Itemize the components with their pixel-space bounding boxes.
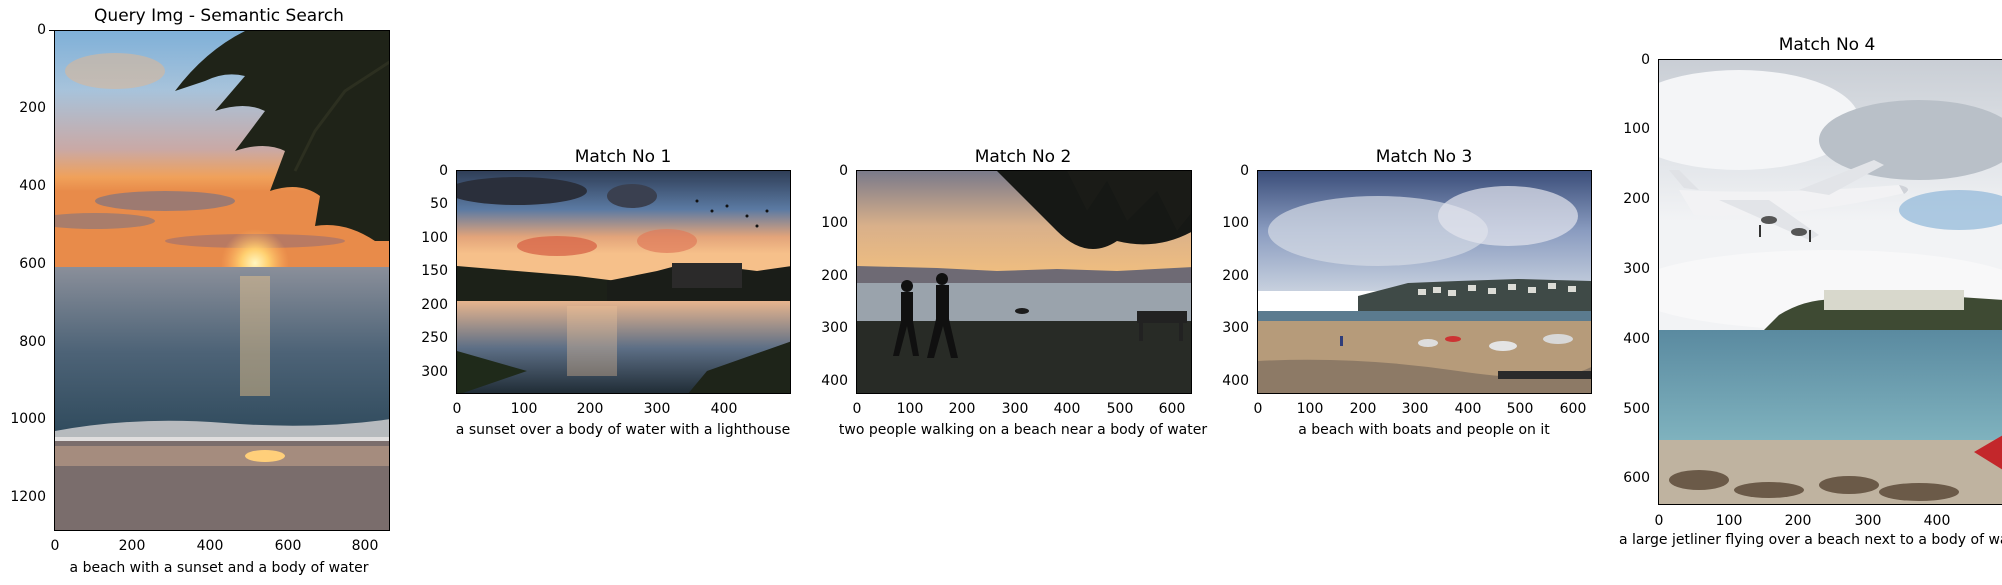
ytick-label: 400 xyxy=(1222,373,1249,389)
xtick-label: 0 xyxy=(452,401,462,417)
xtick-label: 100 xyxy=(1296,401,1324,417)
xtick-label: 200 xyxy=(948,401,976,417)
ytick-label: 200 xyxy=(821,268,848,284)
ytick-label: 400 xyxy=(1623,331,1650,347)
ytick-label: 200 xyxy=(421,297,448,313)
ytick-label: 600 xyxy=(1623,470,1650,486)
ytick-label: 1200 xyxy=(10,489,46,505)
ytick-label: 300 xyxy=(1222,320,1249,336)
panel-title: Match No 3 xyxy=(1375,147,1473,167)
ytick-label: 0 xyxy=(1641,52,1650,68)
xtick-label: 600 xyxy=(274,538,302,554)
ytick-label: 0 xyxy=(37,22,46,38)
panel-title: Query Img - Semantic Search xyxy=(94,6,344,26)
xtick-label: 500 xyxy=(1506,401,1534,417)
ytick-label: 250 xyxy=(421,330,448,346)
ytick-label: 600 xyxy=(19,256,46,272)
ytick-label: 100 xyxy=(421,230,448,246)
xtick-label: 400 xyxy=(1923,513,1951,529)
ytick-label: 0 xyxy=(439,163,448,179)
xtick-label: 600 xyxy=(1158,401,1186,417)
match-1-image xyxy=(456,170,791,394)
xtick-label: 300 xyxy=(1401,401,1429,417)
match-3-image xyxy=(1257,170,1592,394)
xtick-label: 400 xyxy=(1454,401,1482,417)
image-caption: a beach with a sunset and a body of wate… xyxy=(69,560,369,576)
xtick-label: 500 xyxy=(1106,401,1134,417)
ytick-label: 100 xyxy=(821,215,848,231)
xtick-label: 200 xyxy=(1784,513,1812,529)
xtick-label: 300 xyxy=(643,401,671,417)
xtick-label: 200 xyxy=(576,401,604,417)
ytick-label: 100 xyxy=(1623,121,1650,137)
ytick-label: 0 xyxy=(1240,163,1249,179)
image-caption: a beach with boats and people on it xyxy=(1298,422,1550,438)
ytick-label: 150 xyxy=(421,263,448,279)
xtick-label: 400 xyxy=(710,401,738,417)
ytick-label: 300 xyxy=(821,320,848,336)
ytick-label: 0 xyxy=(839,163,848,179)
ytick-label: 300 xyxy=(1623,261,1650,277)
xtick-label: 200 xyxy=(118,538,146,554)
match-4-image xyxy=(1658,59,2002,505)
xtick-label: 400 xyxy=(1053,401,1081,417)
panel-title: Match No 4 xyxy=(1778,35,1876,55)
ytick-label: 400 xyxy=(19,178,46,194)
match-2-image xyxy=(856,170,1192,394)
xtick-label: 800 xyxy=(351,538,379,554)
ytick-mark xyxy=(49,30,54,31)
ytick-label: 50 xyxy=(430,196,448,212)
xtick-label: 400 xyxy=(196,538,224,554)
xtick-label: 200 xyxy=(1349,401,1377,417)
ytick-label: 100 xyxy=(1222,215,1249,231)
xtick-label: 100 xyxy=(896,401,924,417)
ytick-label: 300 xyxy=(421,364,448,380)
xtick-label: 300 xyxy=(1001,401,1029,417)
xtick-label: 0 xyxy=(852,401,862,417)
image-caption: two people walking on a beach near a bod… xyxy=(838,422,1208,438)
xtick-label: 0 xyxy=(1654,513,1664,529)
xtick-label: 100 xyxy=(510,401,538,417)
xtick-label: 0 xyxy=(50,538,60,554)
panel-title: Match No 2 xyxy=(974,147,1072,167)
xtick-label: 100 xyxy=(1715,513,1743,529)
image-caption: a large jetliner flying over a beach nex… xyxy=(1619,532,2002,548)
ytick-label: 200 xyxy=(19,100,46,116)
ytick-label: 500 xyxy=(1623,401,1650,417)
ytick-label: 200 xyxy=(1623,191,1650,207)
ytick-label: 800 xyxy=(19,334,46,350)
ytick-label: 400 xyxy=(821,373,848,389)
image-caption: a sunset over a body of water with a lig… xyxy=(455,422,791,438)
panel-title: Match No 1 xyxy=(574,147,672,167)
xtick-label: 300 xyxy=(1854,513,1882,529)
ytick-label: 200 xyxy=(1222,268,1249,284)
query-image xyxy=(54,30,390,531)
ytick-label: 1000 xyxy=(10,411,46,427)
xtick-label: 600 xyxy=(1559,401,1587,417)
xtick-label: 0 xyxy=(1253,401,1263,417)
